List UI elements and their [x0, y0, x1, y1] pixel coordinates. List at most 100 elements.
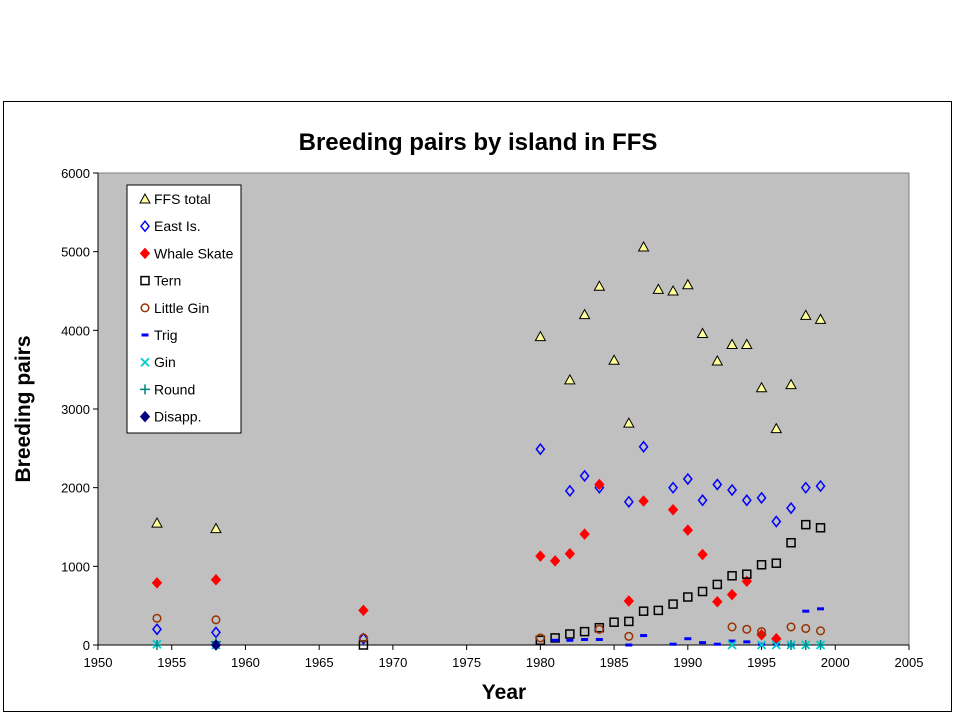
data-point-ffs-total — [534, 330, 547, 342]
data-point-whale-skate — [210, 573, 222, 586]
data-point-little-gin — [786, 622, 796, 632]
data-point-tern — [697, 586, 708, 597]
data-point-east-is — [579, 469, 590, 483]
data-point-east-is — [771, 515, 782, 528]
legend-label-tern: Tern — [154, 273, 181, 289]
chart-title: Breeding pairs by island in FFS — [299, 129, 658, 156]
data-point-whale-skate — [697, 548, 708, 561]
data-point-east-is — [741, 494, 752, 507]
data-point-east-is — [638, 440, 649, 453]
data-point-east-is — [358, 632, 369, 645]
data-point-whale-skate — [579, 528, 590, 540]
data-point-little-gin — [358, 633, 368, 643]
y-tick-label: 1000 — [61, 559, 90, 574]
x-tick-label: 1970 — [378, 655, 407, 670]
legend-marker-whale-skate — [139, 247, 151, 260]
y-tick-label: 3000 — [61, 402, 90, 417]
data-point-ffs-total — [755, 381, 768, 393]
series-disapp — [210, 639, 222, 651]
legend-marker-round — [140, 384, 150, 395]
x-tick-label: 1980 — [526, 655, 555, 670]
data-point-east-is — [152, 623, 162, 636]
y-tick-label: 4000 — [61, 323, 90, 338]
data-point-ffs-total — [814, 313, 827, 324]
x-tick-label: 2005 — [895, 655, 924, 670]
x-tick-label: 1965 — [305, 655, 334, 670]
legend-item-tern: Tern — [140, 273, 181, 289]
x-tick-label: 1955 — [157, 655, 186, 670]
data-point-whale-skate — [564, 547, 576, 560]
x-tick-label: 1985 — [600, 655, 629, 670]
y-tick-label: 2000 — [61, 481, 90, 496]
data-point-little-gin — [742, 624, 752, 634]
data-point-tern — [727, 571, 737, 581]
data-point-east-is — [623, 495, 634, 509]
chart-frame: Breeding pairs by island in FFS Year Bre… — [3, 101, 952, 712]
legend-marker-ffs-total — [139, 192, 151, 204]
data-point-whale-skate — [535, 550, 546, 562]
y-tick-label: 5000 — [61, 245, 90, 260]
legend-label-gin: Gin — [154, 354, 176, 370]
data-point-ffs-total — [637, 240, 650, 252]
data-point-tern — [756, 560, 767, 570]
legend-label-round: Round — [154, 381, 195, 397]
data-point-east-is — [756, 491, 767, 505]
chart-svg: Breeding pairs by island in FFS Year Bre… — [12, 129, 924, 704]
data-point-ffs-total — [593, 280, 606, 291]
data-point-little-gin — [727, 622, 737, 632]
data-point-east-is — [712, 478, 723, 491]
data-point-tern — [742, 569, 752, 579]
data-point-whale-skate — [594, 478, 605, 491]
series-ffs-total — [151, 240, 827, 534]
data-point-little-gin — [756, 627, 767, 637]
data-point-gin — [771, 640, 781, 650]
legend-item-east-is: East Is. — [140, 218, 201, 234]
data-point-ffs-total — [696, 327, 709, 338]
data-point-ffs-total — [711, 354, 724, 366]
data-point-ffs-total — [608, 354, 620, 365]
data-point-ffs-total — [667, 284, 679, 296]
data-point-whale-skate — [549, 555, 561, 567]
data-point-east-is — [727, 483, 738, 497]
data-point-tern — [771, 558, 782, 568]
series-little-gin — [152, 613, 826, 643]
data-point-whale-skate — [667, 503, 679, 516]
data-point-round — [151, 640, 162, 650]
data-point-ffs-total — [210, 522, 222, 534]
data-point-little-gin — [815, 626, 826, 636]
legend-item-gin: Gin — [140, 354, 176, 370]
data-point-little-gin — [624, 631, 634, 641]
data-point-ffs-total — [770, 422, 783, 434]
data-point-tern — [786, 537, 796, 548]
series-whale-skate — [151, 478, 782, 645]
data-point-ffs-total — [726, 338, 738, 349]
legend-box — [126, 184, 242, 434]
legend-marker-little-gin — [140, 303, 150, 313]
data-point-ffs-total — [564, 373, 576, 385]
data-point-little-gin — [594, 624, 604, 634]
data-point-disapp — [210, 639, 222, 651]
data-point-ffs-total — [799, 309, 812, 320]
x-tick-label: 2000 — [821, 655, 850, 670]
legend-label-little-gin: Little Gin — [154, 300, 209, 316]
data-point-east-is — [682, 472, 693, 486]
data-point-east-is — [815, 479, 826, 493]
data-point-whale-skate — [682, 524, 693, 536]
data-point-little-gin — [801, 623, 811, 634]
data-point-tern — [801, 519, 811, 530]
x-axis-title: Year — [482, 681, 526, 704]
data-point-east-is — [786, 501, 796, 515]
legend-marker-east-is — [140, 219, 150, 233]
data-point-ffs-total — [578, 308, 591, 320]
data-point-tern — [550, 633, 560, 643]
x-tick-label: 1990 — [673, 655, 702, 670]
data-point-gin — [727, 640, 737, 650]
data-point-tern — [712, 579, 723, 590]
data-point-east-is — [564, 484, 575, 498]
legend-label-ffs-total: FFS total — [154, 191, 211, 207]
data-point-ffs-total — [652, 283, 665, 294]
x-tick-label: 1975 — [452, 655, 481, 670]
data-point-east-is — [800, 481, 811, 494]
y-tick-label: 0 — [83, 638, 90, 653]
legend-item-trig: Trig — [141, 327, 178, 343]
